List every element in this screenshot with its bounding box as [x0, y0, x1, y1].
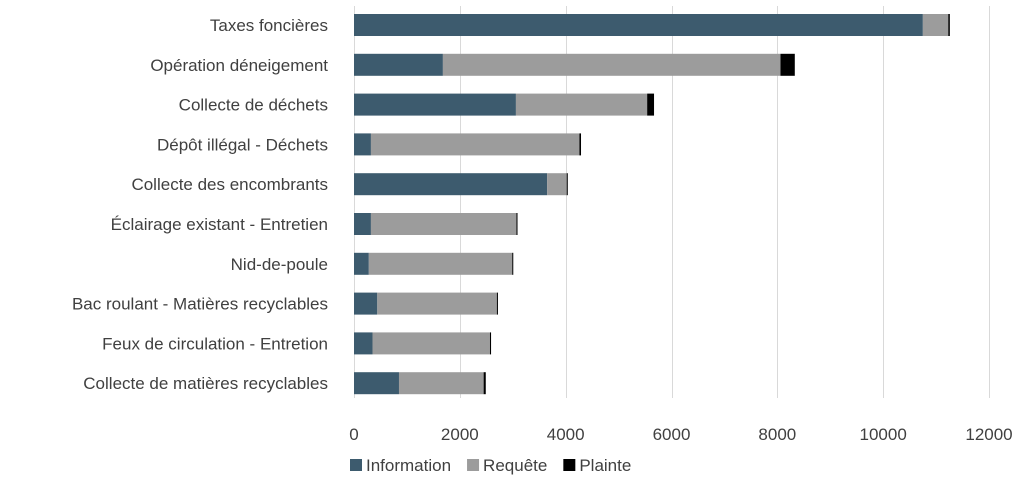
bar-information-3	[354, 133, 371, 156]
bar-plainte-2	[647, 93, 655, 116]
category-label: Dépôt illégal - Déchets	[157, 135, 328, 154]
category-label: Feux de circulation - Entretion	[102, 334, 328, 353]
bar-requ-te-7	[377, 292, 497, 315]
x-axis-ticks: 0 2000 4000 6000 8000 10000 12000	[349, 425, 1012, 444]
bars	[354, 14, 950, 395]
x-tick-label: 0	[349, 425, 358, 444]
x-tick-label: 8000	[758, 425, 796, 444]
x-tick-label: 12000	[965, 425, 1012, 444]
bar-plainte-7	[496, 292, 498, 315]
bar-requ-te-0	[922, 14, 949, 36]
bar-requ-te-9	[398, 372, 484, 395]
category-label: Collecte de déchets	[179, 96, 328, 115]
bar-plainte-9	[483, 372, 486, 395]
bar-requ-te-8	[372, 332, 490, 355]
bar-plainte-4	[566, 173, 568, 196]
bar-information-6	[354, 252, 369, 275]
bar-information-5	[354, 213, 371, 235]
bar-information-1	[354, 53, 443, 76]
x-tick-label: 2000	[441, 425, 479, 444]
x-tick-label: 4000	[547, 425, 585, 444]
x-tick-label: 10000	[860, 425, 907, 444]
bar-requ-te-4	[547, 173, 567, 196]
bar-plainte-1	[780, 53, 795, 76]
legend-swatch-requ-te	[467, 459, 480, 471]
bar-information-8	[354, 332, 373, 355]
legend-swatch-plainte	[563, 459, 576, 471]
category-label: Opération déneigement	[150, 56, 328, 75]
x-tick-label: 6000	[653, 425, 691, 444]
bar-information-2	[354, 93, 516, 116]
category-label: Collecte de matières recyclables	[83, 374, 328, 393]
bar-information-0	[354, 14, 923, 36]
bar-requ-te-3	[370, 133, 580, 156]
legend-label-information: Information	[366, 456, 451, 475]
bar-information-4	[354, 173, 548, 196]
bar-requ-te-5	[370, 213, 517, 235]
bar-plainte-8	[489, 332, 492, 355]
legend-swatch-information	[350, 459, 362, 471]
legend-label-plainte: Plainte	[579, 456, 631, 475]
category-label: Nid-de-poule	[231, 255, 328, 274]
legend: Information Requête Plainte	[350, 456, 631, 475]
bar-plainte-0	[948, 14, 950, 36]
bar-plainte-5	[516, 213, 518, 235]
bar-plainte-6	[512, 252, 514, 275]
bar-information-7	[354, 292, 378, 315]
category-label: Collecte des encombrants	[131, 175, 328, 194]
bar-information-9	[354, 372, 399, 395]
category-label: Bac roulant - Matières recyclables	[72, 295, 328, 314]
category-label: Taxes foncières	[210, 16, 328, 35]
category-label: Éclairage existant - Entretien	[111, 215, 328, 234]
bar-requ-te-1	[442, 53, 781, 76]
legend-label-requ-te: Requête	[483, 456, 547, 475]
bar-requ-te-6	[368, 252, 513, 275]
category-labels: Taxes foncières Opération déneigement Coll…	[72, 16, 328, 393]
bar-requ-te-2	[515, 93, 648, 116]
bar-plainte-3	[579, 133, 582, 156]
